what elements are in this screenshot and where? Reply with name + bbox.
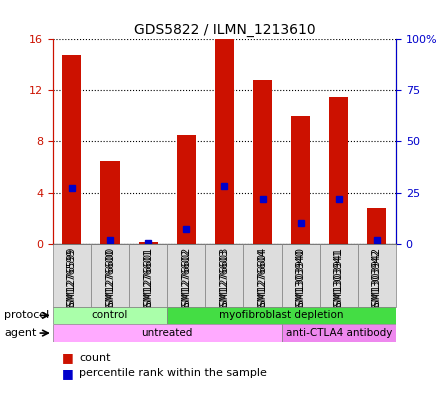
Text: GSM1276603: GSM1276603 (220, 247, 229, 312)
Text: GSM1303941: GSM1303941 (334, 247, 344, 312)
Text: GSM1276604: GSM1276604 (257, 249, 268, 314)
FancyBboxPatch shape (91, 244, 129, 307)
Text: GSM1276600: GSM1276600 (105, 249, 115, 314)
Text: GSM1276601: GSM1276601 (143, 249, 153, 314)
FancyBboxPatch shape (320, 244, 358, 307)
Text: GSM1303942: GSM1303942 (372, 249, 382, 314)
Bar (291, 116, 310, 244)
Bar (139, 242, 158, 244)
Bar (177, 135, 196, 244)
Text: GSM1303940: GSM1303940 (296, 249, 306, 314)
Bar (329, 97, 348, 244)
Text: ■: ■ (62, 367, 73, 380)
Text: untreated: untreated (142, 328, 193, 338)
FancyBboxPatch shape (53, 244, 91, 307)
Text: GSM1303941: GSM1303941 (334, 249, 344, 314)
Bar (367, 208, 386, 244)
Text: GSM1303940: GSM1303940 (296, 247, 306, 312)
Text: GSM1276602: GSM1276602 (181, 249, 191, 314)
Text: anti-CTLA4 antibody: anti-CTLA4 antibody (286, 328, 392, 338)
Text: agent: agent (4, 328, 37, 338)
FancyBboxPatch shape (282, 244, 320, 307)
Bar (215, 39, 234, 244)
Text: GSM1303942: GSM1303942 (372, 247, 382, 312)
Text: protocol: protocol (4, 310, 50, 320)
Text: ■: ■ (62, 351, 73, 364)
FancyBboxPatch shape (53, 307, 167, 324)
Text: percentile rank within the sample: percentile rank within the sample (79, 368, 267, 378)
Text: GSM1276600: GSM1276600 (105, 247, 115, 312)
FancyBboxPatch shape (129, 244, 167, 307)
Bar (100, 161, 120, 244)
Bar (253, 80, 272, 244)
FancyBboxPatch shape (167, 244, 205, 307)
Text: GSM1276599: GSM1276599 (67, 247, 77, 312)
FancyBboxPatch shape (243, 244, 282, 307)
Text: GSM1276601: GSM1276601 (143, 247, 153, 312)
FancyBboxPatch shape (53, 324, 282, 342)
FancyBboxPatch shape (282, 324, 396, 342)
Title: GDS5822 / ILMN_1213610: GDS5822 / ILMN_1213610 (134, 23, 315, 37)
Text: GSM1276604: GSM1276604 (257, 247, 268, 312)
Text: GSM1276599: GSM1276599 (67, 249, 77, 314)
FancyBboxPatch shape (358, 244, 396, 307)
FancyBboxPatch shape (205, 244, 243, 307)
FancyBboxPatch shape (167, 307, 396, 324)
Text: control: control (92, 310, 128, 320)
Bar (62, 55, 81, 244)
Text: GSM1276602: GSM1276602 (181, 247, 191, 312)
Text: GSM1276603: GSM1276603 (220, 249, 229, 314)
Text: myofibroblast depletion: myofibroblast depletion (220, 310, 344, 320)
Text: count: count (79, 353, 111, 363)
